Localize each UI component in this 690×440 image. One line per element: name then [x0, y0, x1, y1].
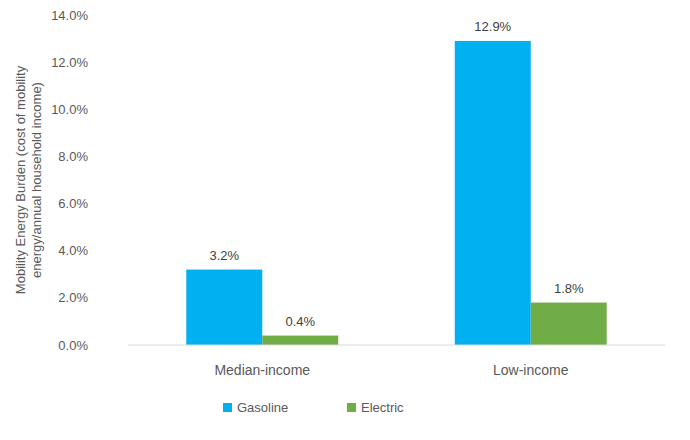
x-axis-line	[128, 345, 665, 346]
x-tick-label: Low-income	[493, 362, 569, 378]
data-label: 3.2%	[209, 248, 239, 263]
y-tick-label: 2.0%	[58, 290, 88, 305]
y-tick-label: 0.0%	[58, 338, 88, 353]
y-axis-label-line: energy/annual household income)	[29, 82, 44, 278]
y-axis-label-line: Mobility Energy Burden (cost of mobility	[13, 65, 28, 294]
y-tick-label: 4.0%	[58, 243, 88, 258]
legend-swatch	[347, 403, 356, 412]
data-label: 0.4%	[285, 314, 315, 329]
data-label: 12.9%	[474, 19, 511, 34]
y-tick-label: 10.0%	[51, 102, 88, 117]
chart: 0.0% 2.0% 4.0% 6.0% 8.0% 10.0% 12.0% 14.0% Mobil…	[0, 0, 690, 440]
bar	[186, 270, 262, 345]
y-tick-label: 14.0%	[51, 8, 88, 23]
y-tick-label: 12.0%	[51, 55, 88, 70]
data-label: 1.8%	[554, 281, 584, 296]
legend-label: Electric	[361, 400, 404, 415]
y-axis-label: Mobility Energy Burden (cost of mobility…	[13, 65, 44, 294]
bars	[186, 41, 606, 345]
bar	[455, 41, 531, 345]
bar	[531, 303, 607, 345]
data-labels: 3.2% 12.9% 0.4% 1.8%	[209, 19, 584, 329]
legend-swatch	[223, 403, 232, 412]
y-tick-label: 8.0%	[58, 149, 88, 164]
y-tick-label: 6.0%	[58, 196, 88, 211]
legend-label: Gasoline	[237, 400, 288, 415]
bar	[262, 336, 338, 345]
x-tick-label: Median-income	[214, 362, 310, 378]
legend: Gasoline Electric	[223, 400, 404, 415]
